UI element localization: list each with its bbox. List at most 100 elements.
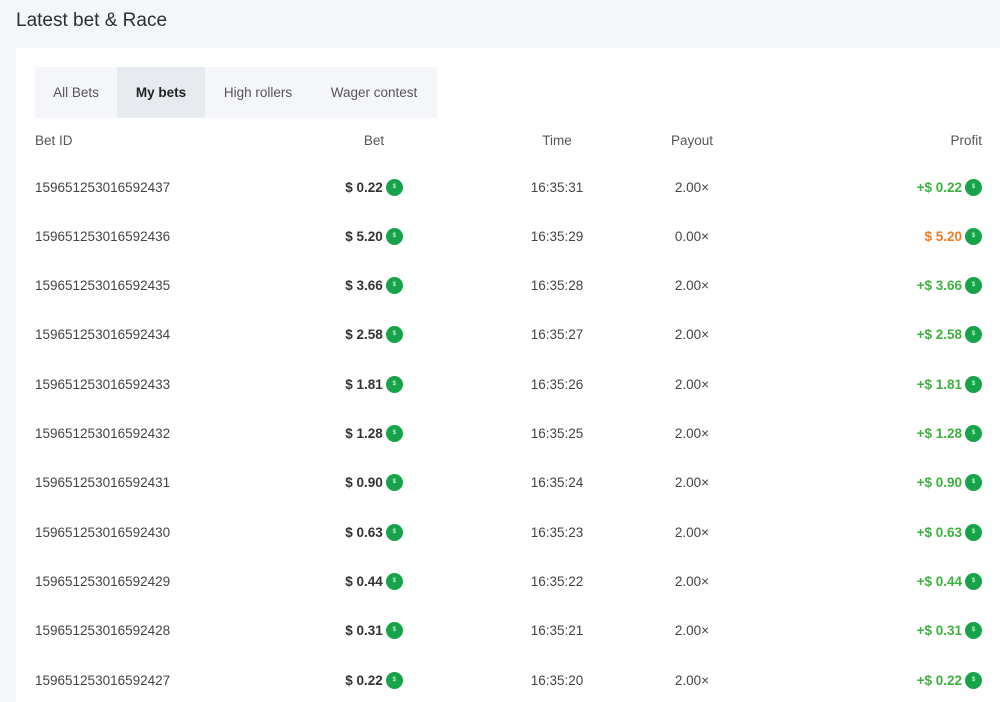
bet-time: 16:35:27 bbox=[530, 327, 584, 343]
bet-amount-value: $ 0.22 bbox=[345, 672, 383, 688]
col-profit: Profit bbox=[950, 132, 982, 148]
bet-amount: $ 1.28 $ bbox=[274, 424, 474, 444]
bet-amount: $ 0.22 $ bbox=[274, 177, 474, 197]
table-row[interactable]: 159651253016592428 $ 0.31 $16:35:21 2.00× +$… bbox=[16, 621, 1000, 641]
bet-amount-value: $ 0.31 bbox=[345, 623, 383, 639]
bet-amount: $ 0.44 $ bbox=[274, 571, 474, 591]
bet-id: 159651253016592427 bbox=[35, 672, 171, 688]
bet-profit-value: $ 5.20 bbox=[924, 228, 962, 244]
bet-amount-value: $ 0.90 bbox=[345, 475, 383, 491]
table-row[interactable]: 159651253016592437 $ 0.22 $16:35:31 2.00× +$… bbox=[16, 177, 1000, 197]
bet-amount: $ 0.31 $ bbox=[274, 621, 474, 641]
bet-amount-value: $ 3.66 bbox=[345, 278, 383, 294]
bet-profit-value: +$ 1.81 bbox=[916, 376, 962, 392]
bet-amount-value: $ 0.22 bbox=[345, 179, 383, 195]
coin-icon: $ bbox=[385, 326, 403, 344]
bet-amount-value: $ 1.28 bbox=[345, 426, 383, 441]
bet-amount: $ 5.20 $ bbox=[274, 226, 474, 246]
bet-profit: +$ 0.22 $ bbox=[917, 670, 982, 690]
bet-amount-value: $ 2.58 bbox=[345, 327, 383, 343]
coin-icon: $ bbox=[965, 178, 982, 196]
table-row[interactable]: 159651253016592431 $ 0.90 $16:35:24 2.00× +$… bbox=[16, 473, 1000, 493]
bet-profit: +$ 1.81 $ bbox=[917, 374, 982, 394]
col-bet: Bet bbox=[363, 132, 385, 148]
coin-icon: $ bbox=[385, 622, 403, 640]
coin-icon: $ bbox=[965, 622, 982, 640]
bet-profit: +$ 3.66 $ bbox=[917, 276, 982, 296]
bet-profit: $ 5.20 $ bbox=[924, 226, 982, 246]
bet-payout: 2.00× bbox=[674, 278, 710, 294]
table-row[interactable]: 159651253016592429 $ 0.44 $ 16:35:22 2.00× +$… bbox=[16, 571, 1000, 591]
table-row[interactable]: 159651253016592432 $ 1.28 $16:35:25 2.00× +$… bbox=[16, 424, 1000, 444]
coin-icon: $ bbox=[385, 178, 403, 196]
bet-payout: 2.00× bbox=[674, 672, 710, 688]
coin-icon: $ bbox=[385, 375, 403, 393]
bet-profit: +$ 2.58 $ bbox=[917, 325, 982, 345]
coin-icon: $ bbox=[965, 572, 982, 590]
bet-profit: +$ 0.44 $ bbox=[917, 571, 982, 591]
col-bet-id: Bet ID bbox=[35, 132, 73, 148]
coin-icon: $ bbox=[385, 474, 403, 492]
bet-time: 16:35:26 bbox=[530, 376, 584, 392]
bet-payout: 2.00× bbox=[674, 524, 710, 540]
bet-time: 16:35:22 bbox=[530, 573, 584, 589]
bet-time: 16:35:21 bbox=[530, 623, 584, 639]
bet-profit-value: +$ 3.66 bbox=[916, 278, 962, 294]
tab-my-bets[interactable]: My bets bbox=[117, 67, 205, 118]
bet-payout: 2.00× bbox=[674, 376, 710, 392]
coin-icon: $ bbox=[965, 671, 982, 689]
table-row[interactable]: 159651253016592435 $ 3.66 $16:35:28 2.00× +$… bbox=[16, 276, 1000, 296]
bet-amount-value: $ 0.63 bbox=[345, 524, 383, 540]
coin-icon: $ bbox=[965, 277, 982, 295]
bet-amount: $ 2.58 $ bbox=[274, 325, 474, 345]
bet-profit: +$ 0.31 $ bbox=[917, 621, 982, 641]
bet-payout: 2.00× bbox=[674, 179, 710, 195]
bet-amount: $ 0.22 $ bbox=[274, 670, 474, 690]
bet-payout: 2.00× bbox=[674, 573, 710, 589]
bet-amount: $ 0.63 $ bbox=[274, 522, 474, 542]
coin-icon: $ bbox=[385, 671, 403, 689]
bet-id: 159651253016592437 bbox=[35, 179, 171, 195]
coin-icon: $ bbox=[385, 523, 403, 541]
col-payout: Payout bbox=[670, 132, 714, 148]
bet-id: 159651253016592430 bbox=[35, 524, 171, 540]
bet-payout: 2.00× bbox=[674, 623, 710, 639]
coin-icon: $ bbox=[965, 425, 982, 442]
bet-time: 16:35:29 bbox=[530, 228, 584, 244]
table-row[interactable]: 159651253016592436 $ 5.20 $16:35:29 0.00× $ … bbox=[16, 226, 1000, 246]
coin-icon: $ bbox=[965, 523, 982, 541]
coin-icon: $ bbox=[385, 277, 403, 295]
bet-profit: +$ 0.22 $ bbox=[917, 177, 982, 197]
coin-icon: $ bbox=[965, 326, 982, 344]
tab-wager-contest[interactable]: Wager contest bbox=[330, 85, 418, 100]
bet-tabs: All Bets My bets High rollers Wager cont… bbox=[35, 67, 437, 118]
bet-id: 159651253016592431 bbox=[35, 475, 171, 491]
coin-icon: $ bbox=[385, 227, 403, 245]
bet-id: 159651253016592429 bbox=[35, 573, 171, 589]
bet-id: 159651253016592434 bbox=[35, 327, 171, 343]
table-row[interactable]: 159651253016592434 $ 2.58 $16:35:27 2.00× +$… bbox=[16, 325, 1000, 345]
coin-icon: $ bbox=[385, 425, 403, 442]
table-row[interactable]: 159651253016592430 $ 0.63 $16:35:23 2.00× +$… bbox=[16, 522, 1000, 542]
table-row[interactable]: 159651253016592433 $ 1.81 $16:35:26 2.00× +$… bbox=[16, 374, 1000, 394]
bet-amount: $ 1.81 $ bbox=[274, 374, 474, 394]
bet-amount: $ 0.90 $ bbox=[274, 473, 474, 493]
table-header: Bet ID Bet Time Payout Profit bbox=[16, 130, 1000, 150]
tab-all-bets[interactable]: All Bets bbox=[53, 85, 99, 100]
tab-high-rollers[interactable]: High rollers bbox=[223, 85, 293, 100]
coin-icon: $ bbox=[965, 474, 982, 492]
bet-time: 16:35:28 bbox=[530, 278, 584, 294]
table-row[interactable]: 159651253016592427 $ 0.22 $16:35:20 2.00× +$… bbox=[16, 670, 1000, 690]
bet-profit-value: +$ 0.22 bbox=[916, 179, 962, 195]
bet-payout: 2.00× bbox=[674, 327, 710, 343]
bet-profit-value: +$ 0.44 bbox=[916, 573, 962, 589]
bet-payout: 0.00× bbox=[674, 228, 710, 244]
section-title: Latest bet & Race bbox=[16, 10, 168, 31]
bet-profit: +$ 1.28 $ bbox=[917, 424, 982, 444]
coin-icon: $ bbox=[385, 572, 403, 590]
bet-payout: 2.00× bbox=[674, 426, 710, 441]
bet-amount: $ 3.66 $ bbox=[274, 276, 474, 296]
bet-profit-value: +$ 0.63 bbox=[916, 524, 962, 540]
coin-icon: $ bbox=[965, 375, 982, 393]
bet-time: 16:35:20 bbox=[530, 672, 584, 688]
